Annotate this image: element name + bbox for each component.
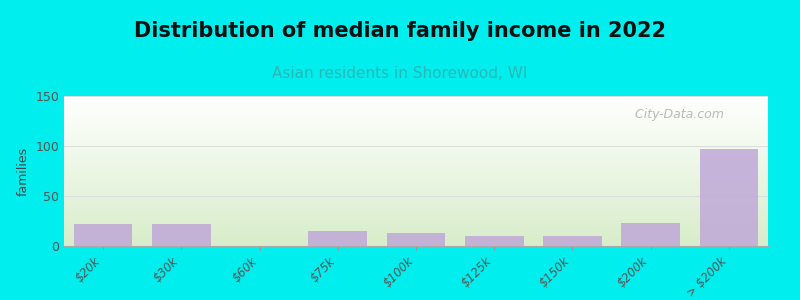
Bar <box>74 224 133 246</box>
Y-axis label: families: families <box>17 146 30 196</box>
Text: Distribution of median family income in 2022: Distribution of median family income in … <box>134 21 666 41</box>
Bar <box>465 236 523 246</box>
Bar <box>309 231 367 246</box>
Bar <box>699 149 758 246</box>
Bar <box>543 236 602 246</box>
Bar <box>386 233 446 246</box>
Text: City-Data.com: City-Data.com <box>627 107 724 121</box>
Bar <box>152 224 210 246</box>
Bar <box>622 223 680 246</box>
Text: Asian residents in Shorewood, WI: Asian residents in Shorewood, WI <box>272 66 528 81</box>
